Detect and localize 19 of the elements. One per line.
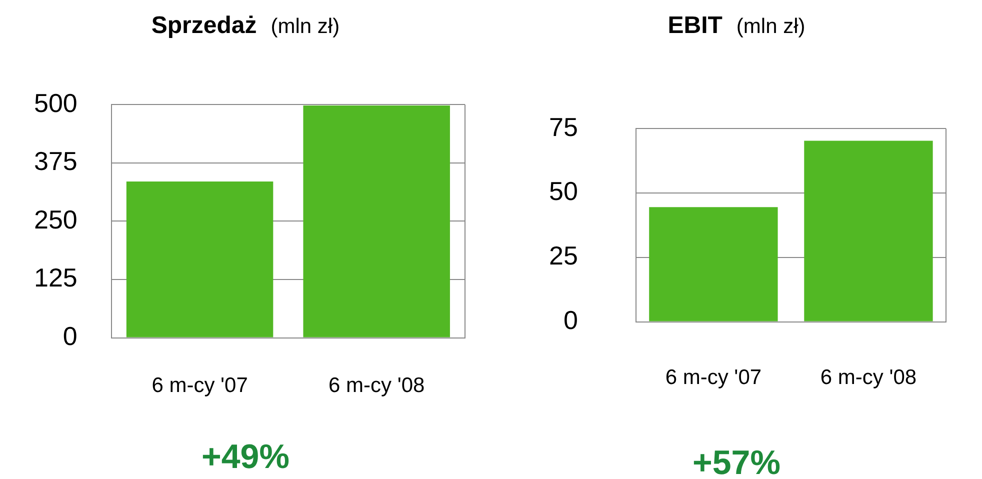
chart-title: EBIT	[668, 12, 722, 39]
y-tick-label: 0	[62, 320, 78, 351]
x-tick-label: 6 m-cy '07	[152, 374, 248, 398]
y-tick-label: 0	[563, 304, 578, 335]
chart-subtitle: (mln zł)	[270, 15, 340, 38]
y-tick-label: 50	[549, 176, 578, 206]
y-tick-label: 125	[34, 262, 78, 293]
y-tick-label: 75	[549, 112, 578, 142]
x-tick-label: 6 m-cy '08	[820, 366, 917, 390]
text: +57%	[692, 444, 782, 479]
chart-subtitle: (mln zł)	[736, 15, 806, 38]
text: +49%	[200, 438, 290, 477]
x-tick-label: 6 m-cy '07	[665, 366, 762, 390]
x-tick-label: 6 m-cy '08	[328, 374, 425, 398]
chart-title: Sprzedaż	[151, 12, 257, 39]
y-tick-label: 250	[34, 204, 78, 234]
y-tick-label: 500	[34, 88, 78, 118]
y-tick-label: 375	[34, 146, 78, 176]
y-tick-label: 25	[549, 240, 578, 271]
